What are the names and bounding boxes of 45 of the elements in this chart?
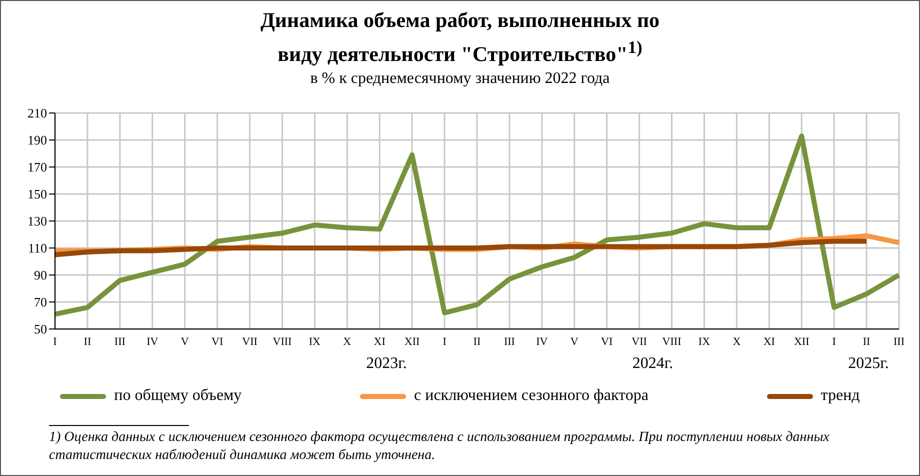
y-tick-label: 130 [28, 214, 47, 229]
x-tick-label: VII [632, 336, 648, 348]
x-tick-label: IX [698, 336, 710, 348]
x-tick-label: VIII [272, 336, 292, 348]
y-tick-label: 150 [28, 186, 47, 202]
y-tick-label: 90 [34, 268, 47, 283]
x-tick-label: X [732, 336, 741, 348]
x-tick-label: IV [536, 336, 548, 348]
x-tick-label: V [180, 336, 189, 348]
x-tick-label: VII [242, 336, 258, 348]
x-tick-label: III [894, 336, 905, 348]
text: 2024г. [631, 355, 674, 373]
x-tick-label: XII [404, 336, 420, 348]
text: 2025г. [847, 355, 890, 373]
legend-label: тренд [820, 387, 860, 405]
x-tick-label: II [473, 336, 481, 348]
x-tick-label: X [343, 336, 352, 348]
y-tick-label: 170 [28, 160, 47, 175]
x-tick-label: XI [763, 336, 776, 348]
x-tick-label: VI [601, 336, 613, 348]
legend-label: по общему объему [114, 387, 242, 405]
y-tick-label: 50 [34, 322, 47, 337]
chart-subtitle: в % к среднемесячному значению 2022 года [309, 70, 611, 88]
x-tick-label: IX [308, 336, 321, 348]
x-tick-label: VI [212, 336, 224, 348]
x-tick-label: XI [374, 336, 386, 348]
x-tick-label: III [114, 336, 126, 348]
x-tick-label: II [84, 336, 92, 348]
y-tick-label: 190 [28, 132, 47, 148]
chart-title: Динамика объема работ, выполненных по виду деятельности "Строительство"$^{1)}$ [259, 7, 661, 68]
text: 1) Оценка данных с исключением сезонного фактора осуществлена с использованием программы. При поступлении новых данных статистических наблюдений динамика может быть уточнена. [49, 429, 830, 465]
y-tick-label: 210 [28, 106, 47, 121]
x-tick-label: II [862, 336, 871, 348]
x-tick-label: VIII [662, 336, 682, 348]
y-tick-label: 70 [34, 294, 47, 310]
text: 2023г. [365, 355, 408, 373]
x-tick-label: I [53, 336, 58, 348]
y-tick-label: 110 [28, 240, 47, 256]
x-tick-label: V [570, 336, 578, 348]
x-tick-label: IV [146, 336, 158, 348]
x-tick-label: XII [794, 336, 810, 348]
x-tick-label: I [832, 336, 836, 348]
x-tick-label: I [442, 336, 447, 348]
legend-label: с исключением сезонного фактора [414, 387, 648, 405]
x-tick-label: III [504, 336, 516, 348]
